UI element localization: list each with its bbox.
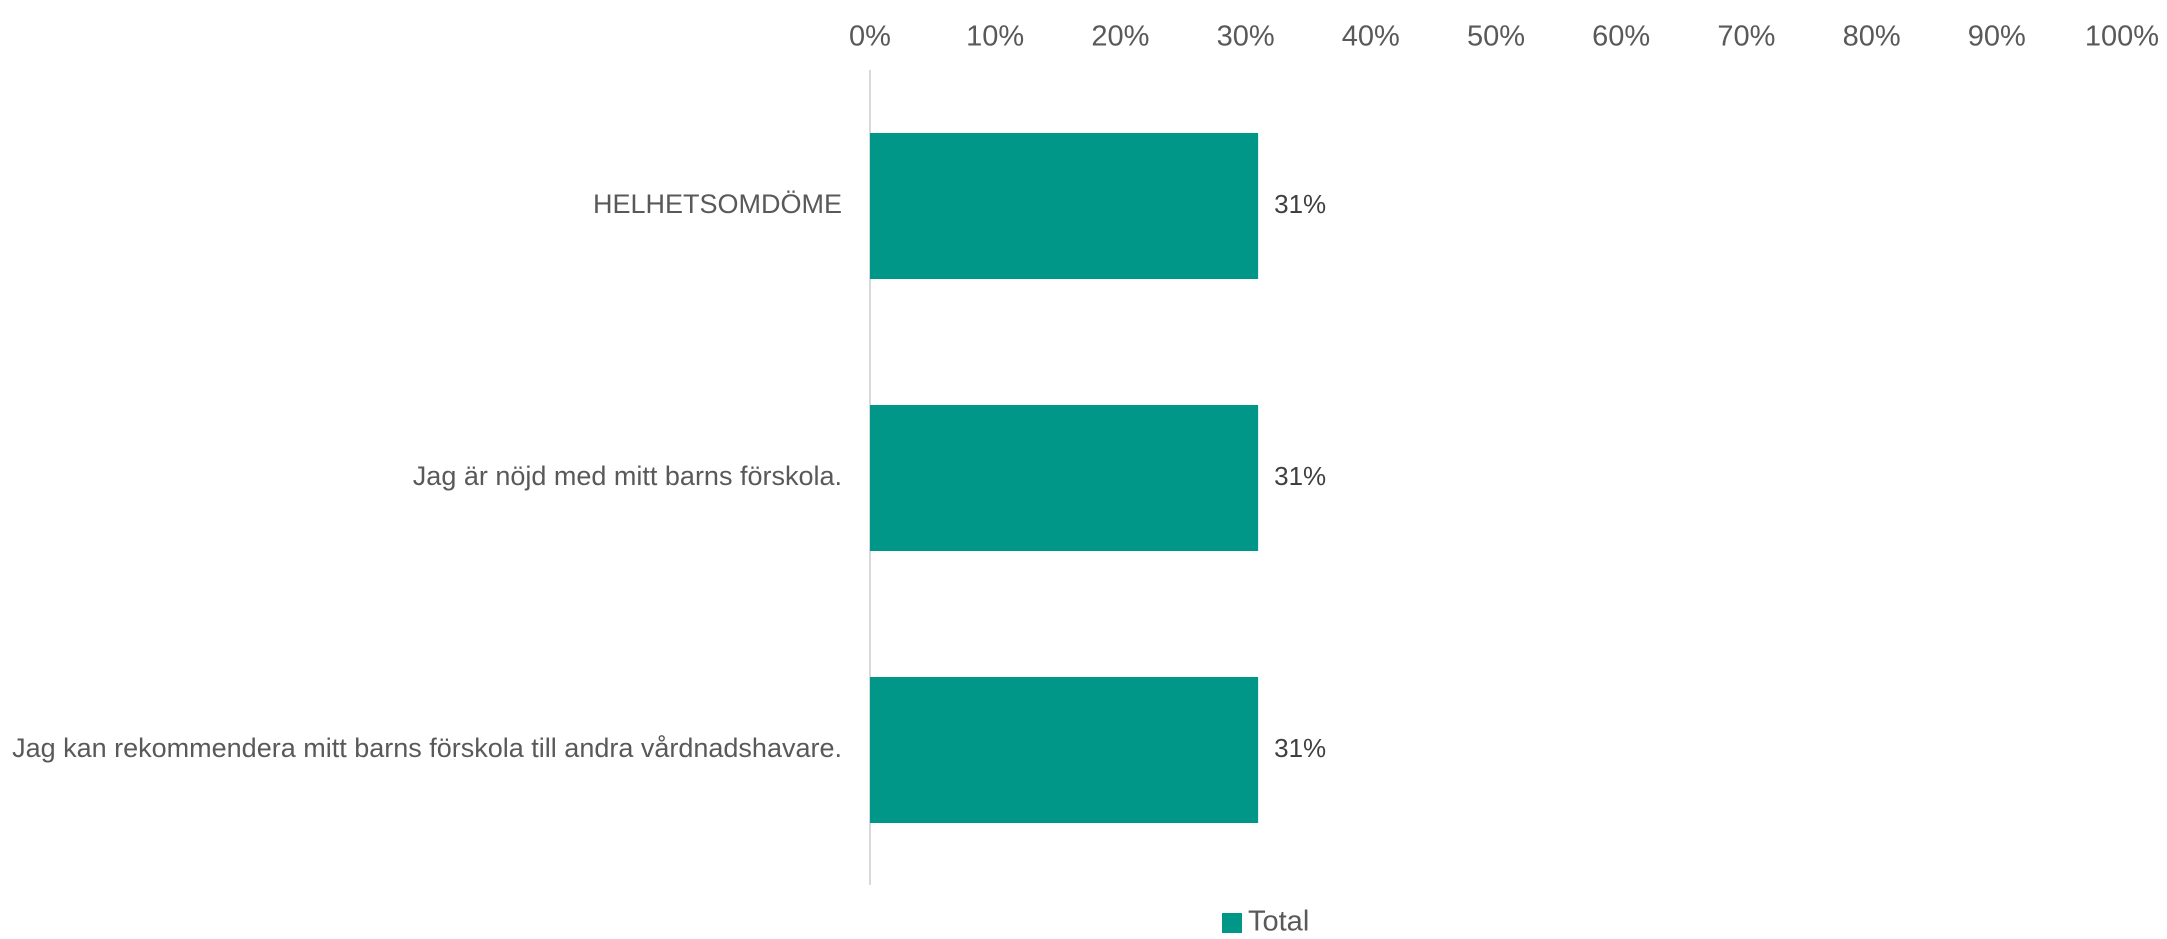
x-tick-label: 90% — [1968, 21, 2026, 53]
x-tick-label: 40% — [1342, 21, 1400, 53]
data-label: 31% — [1274, 461, 1326, 491]
legend: Total — [1222, 906, 1309, 938]
x-tick-label: 20% — [1091, 21, 1149, 53]
x-tick-label: 80% — [1843, 21, 1901, 53]
x-tick-label: 10% — [966, 21, 1024, 53]
bar — [870, 677, 1259, 823]
legend-swatch — [1222, 913, 1242, 933]
x-tick-label: 100% — [2085, 21, 2159, 53]
category-label: Jag kan rekommendera mitt barns förskola… — [12, 733, 842, 763]
x-axis-ticks: 0% 10% 20% 30% 40% 50% 60% 70% 80% 90% 100% — [849, 21, 2159, 53]
category-label: HELHETSOMDÖME — [593, 189, 842, 219]
x-tick-label: 70% — [1717, 21, 1775, 53]
bar — [870, 405, 1259, 551]
data-labels: 31% 31% 31% — [1274, 189, 1326, 763]
bars — [870, 133, 1259, 823]
category-labels: HELHETSOMDÖME Jag är nöjd med mitt barns … — [12, 189, 842, 763]
data-label: 31% — [1274, 733, 1326, 763]
x-tick-label: 0% — [849, 21, 891, 53]
legend-label: Total — [1248, 906, 1309, 934]
x-tick-label: 50% — [1467, 21, 1525, 53]
x-tick-label: 60% — [1592, 21, 1650, 53]
bar — [870, 133, 1259, 279]
data-label: 31% — [1274, 189, 1326, 219]
x-tick-label: 30% — [1217, 21, 1275, 53]
category-label: Jag är nöjd med mitt barns förskola. — [413, 461, 842, 491]
